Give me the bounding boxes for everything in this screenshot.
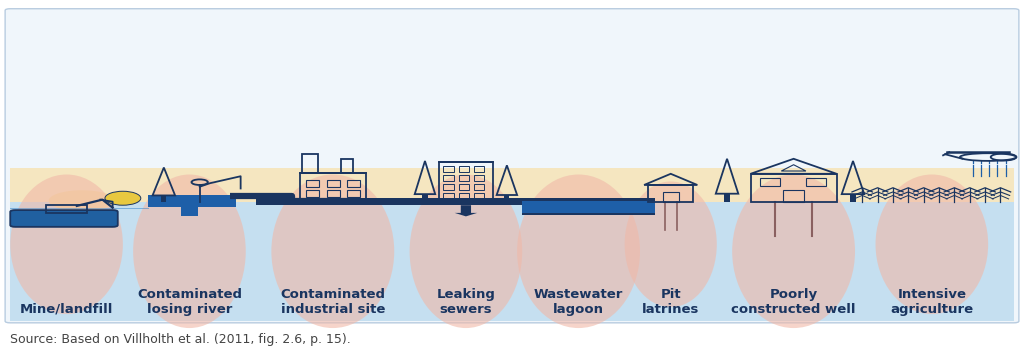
Text: Pit
latrines: Pit latrines bbox=[642, 288, 699, 316]
Bar bbox=[148, 195, 236, 207]
Bar bbox=[10, 202, 1014, 321]
Bar bbox=[663, 192, 679, 202]
Text: Intensive
agriculture: Intensive agriculture bbox=[890, 288, 974, 316]
Ellipse shape bbox=[876, 174, 988, 314]
Ellipse shape bbox=[517, 174, 640, 328]
Bar bbox=[181, 205, 198, 216]
Bar bbox=[760, 178, 780, 186]
Bar bbox=[299, 173, 367, 202]
Bar bbox=[443, 175, 454, 181]
Text: Leaking
sewers: Leaking sewers bbox=[436, 288, 496, 316]
Bar bbox=[347, 180, 360, 187]
Bar bbox=[522, 198, 655, 201]
Bar bbox=[474, 166, 484, 172]
Bar bbox=[459, 184, 469, 190]
Text: Wastewater
lagoon: Wastewater lagoon bbox=[534, 288, 624, 316]
Bar bbox=[851, 194, 856, 202]
Ellipse shape bbox=[133, 174, 246, 328]
Ellipse shape bbox=[732, 174, 855, 328]
Ellipse shape bbox=[625, 181, 717, 307]
Bar bbox=[474, 184, 484, 190]
Ellipse shape bbox=[104, 191, 141, 205]
Bar bbox=[306, 190, 319, 197]
Text: Poorly
constructed well: Poorly constructed well bbox=[731, 288, 856, 316]
Bar bbox=[10, 168, 1014, 202]
Bar bbox=[725, 194, 729, 202]
Bar bbox=[423, 194, 428, 202]
Bar bbox=[474, 193, 484, 199]
Bar bbox=[443, 193, 454, 199]
Bar bbox=[806, 178, 826, 186]
Bar bbox=[162, 195, 166, 202]
Bar bbox=[474, 175, 484, 181]
Text: Source: Based on Villholth et al. (2011, fig. 2.6, p. 15).: Source: Based on Villholth et al. (2011,… bbox=[10, 333, 351, 346]
Bar bbox=[306, 180, 319, 187]
Ellipse shape bbox=[410, 174, 522, 328]
Bar bbox=[648, 185, 693, 202]
Ellipse shape bbox=[271, 174, 394, 328]
Text: Mine/landfill: Mine/landfill bbox=[19, 303, 114, 316]
Bar bbox=[347, 190, 360, 197]
Bar bbox=[341, 159, 353, 173]
Bar bbox=[327, 190, 340, 197]
Bar bbox=[256, 198, 594, 205]
Bar bbox=[439, 162, 493, 202]
Bar bbox=[504, 195, 510, 202]
FancyBboxPatch shape bbox=[5, 9, 1019, 323]
Bar bbox=[783, 190, 804, 202]
Ellipse shape bbox=[49, 190, 115, 211]
Bar bbox=[522, 201, 655, 214]
FancyArrow shape bbox=[455, 205, 477, 216]
Bar bbox=[459, 166, 469, 172]
Bar bbox=[522, 213, 655, 215]
Ellipse shape bbox=[10, 174, 123, 314]
Bar bbox=[459, 175, 469, 181]
Bar bbox=[302, 154, 318, 173]
Bar bbox=[46, 205, 87, 213]
Bar bbox=[443, 184, 454, 190]
Bar bbox=[459, 193, 469, 199]
Text: Contaminated
industrial site: Contaminated industrial site bbox=[281, 288, 385, 316]
Bar bbox=[751, 174, 837, 202]
Bar bbox=[443, 166, 454, 172]
Text: Contaminated
losing river: Contaminated losing river bbox=[137, 288, 242, 316]
Bar bbox=[327, 180, 340, 187]
FancyBboxPatch shape bbox=[10, 210, 118, 227]
